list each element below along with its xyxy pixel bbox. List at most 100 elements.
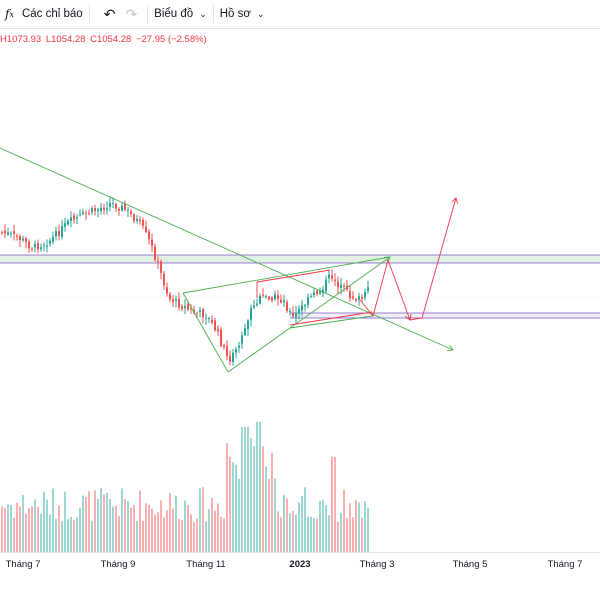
volume-bar [112, 506, 114, 552]
volume-bar [322, 499, 324, 552]
candle-body [25, 238, 27, 242]
candle-body [349, 290, 351, 298]
volume-bar [73, 519, 75, 552]
x-tick-label: Tháng 3 [359, 559, 395, 570]
volume-bar [259, 422, 261, 552]
volume-bar [46, 499, 48, 552]
volume-bar [241, 427, 243, 552]
candle-body [112, 203, 114, 205]
redo-icon[interactable]: ↷ [125, 5, 138, 22]
volume-bar [247, 427, 249, 552]
volume-bar [181, 520, 183, 552]
candle-body [118, 209, 120, 211]
candle-body [331, 275, 333, 279]
volume-bar [268, 478, 270, 552]
volume-bar [37, 506, 39, 552]
candle-body [106, 208, 108, 210]
volume-bar [274, 478, 276, 552]
candle-body [91, 208, 93, 213]
candle-body [52, 237, 54, 242]
x-tick-label: Tháng 5 [452, 559, 488, 570]
indicators-button[interactable]: Các chỉ báo [21, 8, 83, 20]
candle-body [163, 273, 165, 286]
volume-bar [313, 518, 315, 552]
candle-body [103, 207, 105, 210]
candle-body [85, 213, 87, 215]
candle-body [304, 305, 306, 307]
lower-wedge-line [227, 256, 391, 373]
resistance-zone [0, 255, 600, 263]
volume-bar [31, 506, 33, 552]
candle-body [250, 307, 252, 320]
candle-body [31, 248, 33, 250]
volume-bar [289, 513, 291, 552]
candle-body [61, 226, 63, 238]
candle-body [34, 243, 36, 248]
profile-label: Hồ sơ [219, 8, 251, 20]
candle-body [217, 329, 219, 332]
volume-bar [310, 516, 312, 552]
volume-bar [196, 518, 198, 552]
candle-body [334, 279, 336, 281]
volume-bar [163, 517, 165, 552]
candle-body [358, 296, 360, 300]
candle-body [121, 205, 123, 211]
candle-body [139, 219, 141, 221]
candle-body [70, 217, 72, 221]
candle-body [130, 211, 132, 215]
ohlc-change: −27.95 (−2.58%) [135, 34, 207, 45]
volume-bar [187, 505, 189, 552]
volume-bar [226, 443, 228, 552]
candle-body [124, 203, 126, 210]
x-tick-label: Tháng 9 [100, 559, 136, 570]
volume-bar [346, 517, 348, 552]
wedge-left-line [182, 292, 229, 373]
volume-bar [214, 510, 216, 552]
ohlc-close: C1054.28 [90, 34, 132, 45]
ohlc-high: H1073.93 [0, 34, 42, 45]
candle-body [205, 317, 207, 319]
volume-bar [328, 515, 330, 552]
candle-body [181, 306, 183, 309]
candle-body [142, 220, 144, 226]
candle-body [313, 292, 315, 295]
candle-body [292, 312, 294, 317]
volume-bar [184, 500, 186, 552]
volume-bar [13, 517, 15, 552]
volume-bar [82, 495, 84, 552]
candle-body [178, 298, 180, 308]
chart-type-button[interactable]: Biểu đồ ⌄ [154, 0, 207, 28]
candle-body [337, 281, 339, 288]
candle-body [154, 246, 156, 261]
candle-body [172, 299, 174, 303]
candle-body [10, 233, 12, 235]
volume-bar [58, 505, 60, 552]
chevron-down-icon: ⌄ [256, 8, 265, 19]
volume-bar [148, 504, 150, 552]
candle-body [64, 223, 66, 227]
volume-bar [331, 457, 333, 552]
volume-bar [133, 505, 135, 552]
arrow-head [451, 197, 459, 204]
candle-body [97, 209, 99, 211]
volume-bar [88, 491, 90, 552]
candle-body [136, 219, 138, 221]
price-chart[interactable] [0, 28, 600, 552]
volume-bar [304, 487, 306, 552]
volume-bar [220, 516, 222, 552]
candle-body [4, 230, 6, 234]
x-tick-label: 2023 [289, 559, 311, 570]
volume-bar [361, 517, 363, 552]
volume-bar [175, 495, 177, 552]
candle-body [67, 220, 69, 225]
candle-body [286, 301, 288, 311]
undo-icon[interactable]: ↶ [103, 5, 116, 22]
volume-bar [283, 495, 285, 552]
candle-body [76, 217, 78, 219]
volume-bar [211, 498, 213, 552]
candle-body [214, 320, 216, 331]
x-tick-label: Tháng 7 [547, 559, 583, 570]
profile-button[interactable]: Hồ sơ ⌄ [220, 0, 265, 28]
volume-bar [337, 521, 339, 552]
